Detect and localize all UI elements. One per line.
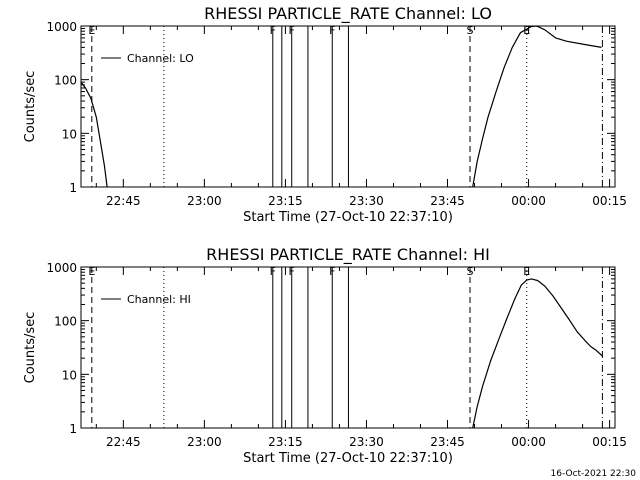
event-marker-label: F: [329, 265, 335, 278]
x-tick-label: 22:45: [106, 194, 141, 208]
event-marker-label: E: [523, 24, 530, 37]
x-axis-label-lo: Start Time (27-Oct-10 22:37:10): [243, 210, 453, 225]
y-tick-label: 10: [62, 127, 77, 141]
event-marker-label: S: [467, 265, 474, 278]
x-tick-label: 22:45: [106, 435, 141, 449]
x-tick-label: 23:15: [268, 194, 303, 208]
y-tick-label: 10: [62, 368, 77, 382]
event-marker-label: S: [467, 24, 474, 37]
x-tick-label: 23:30: [349, 435, 384, 449]
x-tick-label: 00:15: [592, 194, 627, 208]
x-tick-label: 00:15: [592, 435, 627, 449]
y-tick-label: 1000: [46, 261, 77, 275]
y-tick-label: 1: [69, 181, 77, 195]
event-marker-label: E: [88, 265, 95, 278]
y-tick-label: 1: [69, 422, 77, 436]
x-axis-label-hi: Start Time (27-Oct-10 22:37:10): [243, 451, 453, 466]
x-tick-label: 23:00: [187, 194, 222, 208]
series-line: [80, 81, 108, 188]
event-marker-label: F: [329, 24, 335, 37]
chart-title-lo: RHESSI PARTICLE_RATE Channel: LO: [204, 4, 492, 24]
generation-timestamp: 16-Oct-2021 22:30: [551, 469, 637, 479]
legend-label-lo: Channel: LO: [127, 52, 194, 65]
y-axis-label-lo: Counts/sec: [23, 71, 38, 143]
event-marker-label: F: [289, 24, 295, 37]
legend-label-hi: Channel: HI: [127, 293, 191, 306]
event-marker-label: F: [289, 265, 295, 278]
chart-title-hi: RHESSI PARTICLE_RATE Channel: HI: [206, 245, 490, 265]
x-tick-label: 00:00: [511, 435, 546, 449]
y-tick-label: 100: [54, 74, 77, 88]
event-marker-label: E: [88, 24, 95, 37]
hi-channel-panel: RHESSI PARTICLE_RATE Channel: HI Start T…: [23, 245, 627, 466]
lo-channel-panel: RHESSI PARTICLE_RATE Channel: LO Start T…: [23, 4, 627, 225]
y-tick-label: 100: [54, 315, 77, 329]
x-tick-label: 23:00: [187, 435, 222, 449]
x-tick-label: 23:45: [430, 435, 465, 449]
x-tick-label: 23:15: [268, 435, 303, 449]
series-line: [472, 25, 602, 188]
x-tick-label: 00:00: [511, 194, 546, 208]
event-marker-label: F: [270, 24, 276, 37]
x-tick-label: 23:45: [430, 194, 465, 208]
y-axis-label-hi: Counts/sec: [23, 312, 38, 384]
series-line: [472, 278, 603, 429]
event-marker-label: E: [523, 265, 530, 278]
event-marker-label: F: [270, 265, 276, 278]
x-tick-label: 23:30: [349, 194, 384, 208]
y-tick-label: 1000: [46, 20, 77, 34]
